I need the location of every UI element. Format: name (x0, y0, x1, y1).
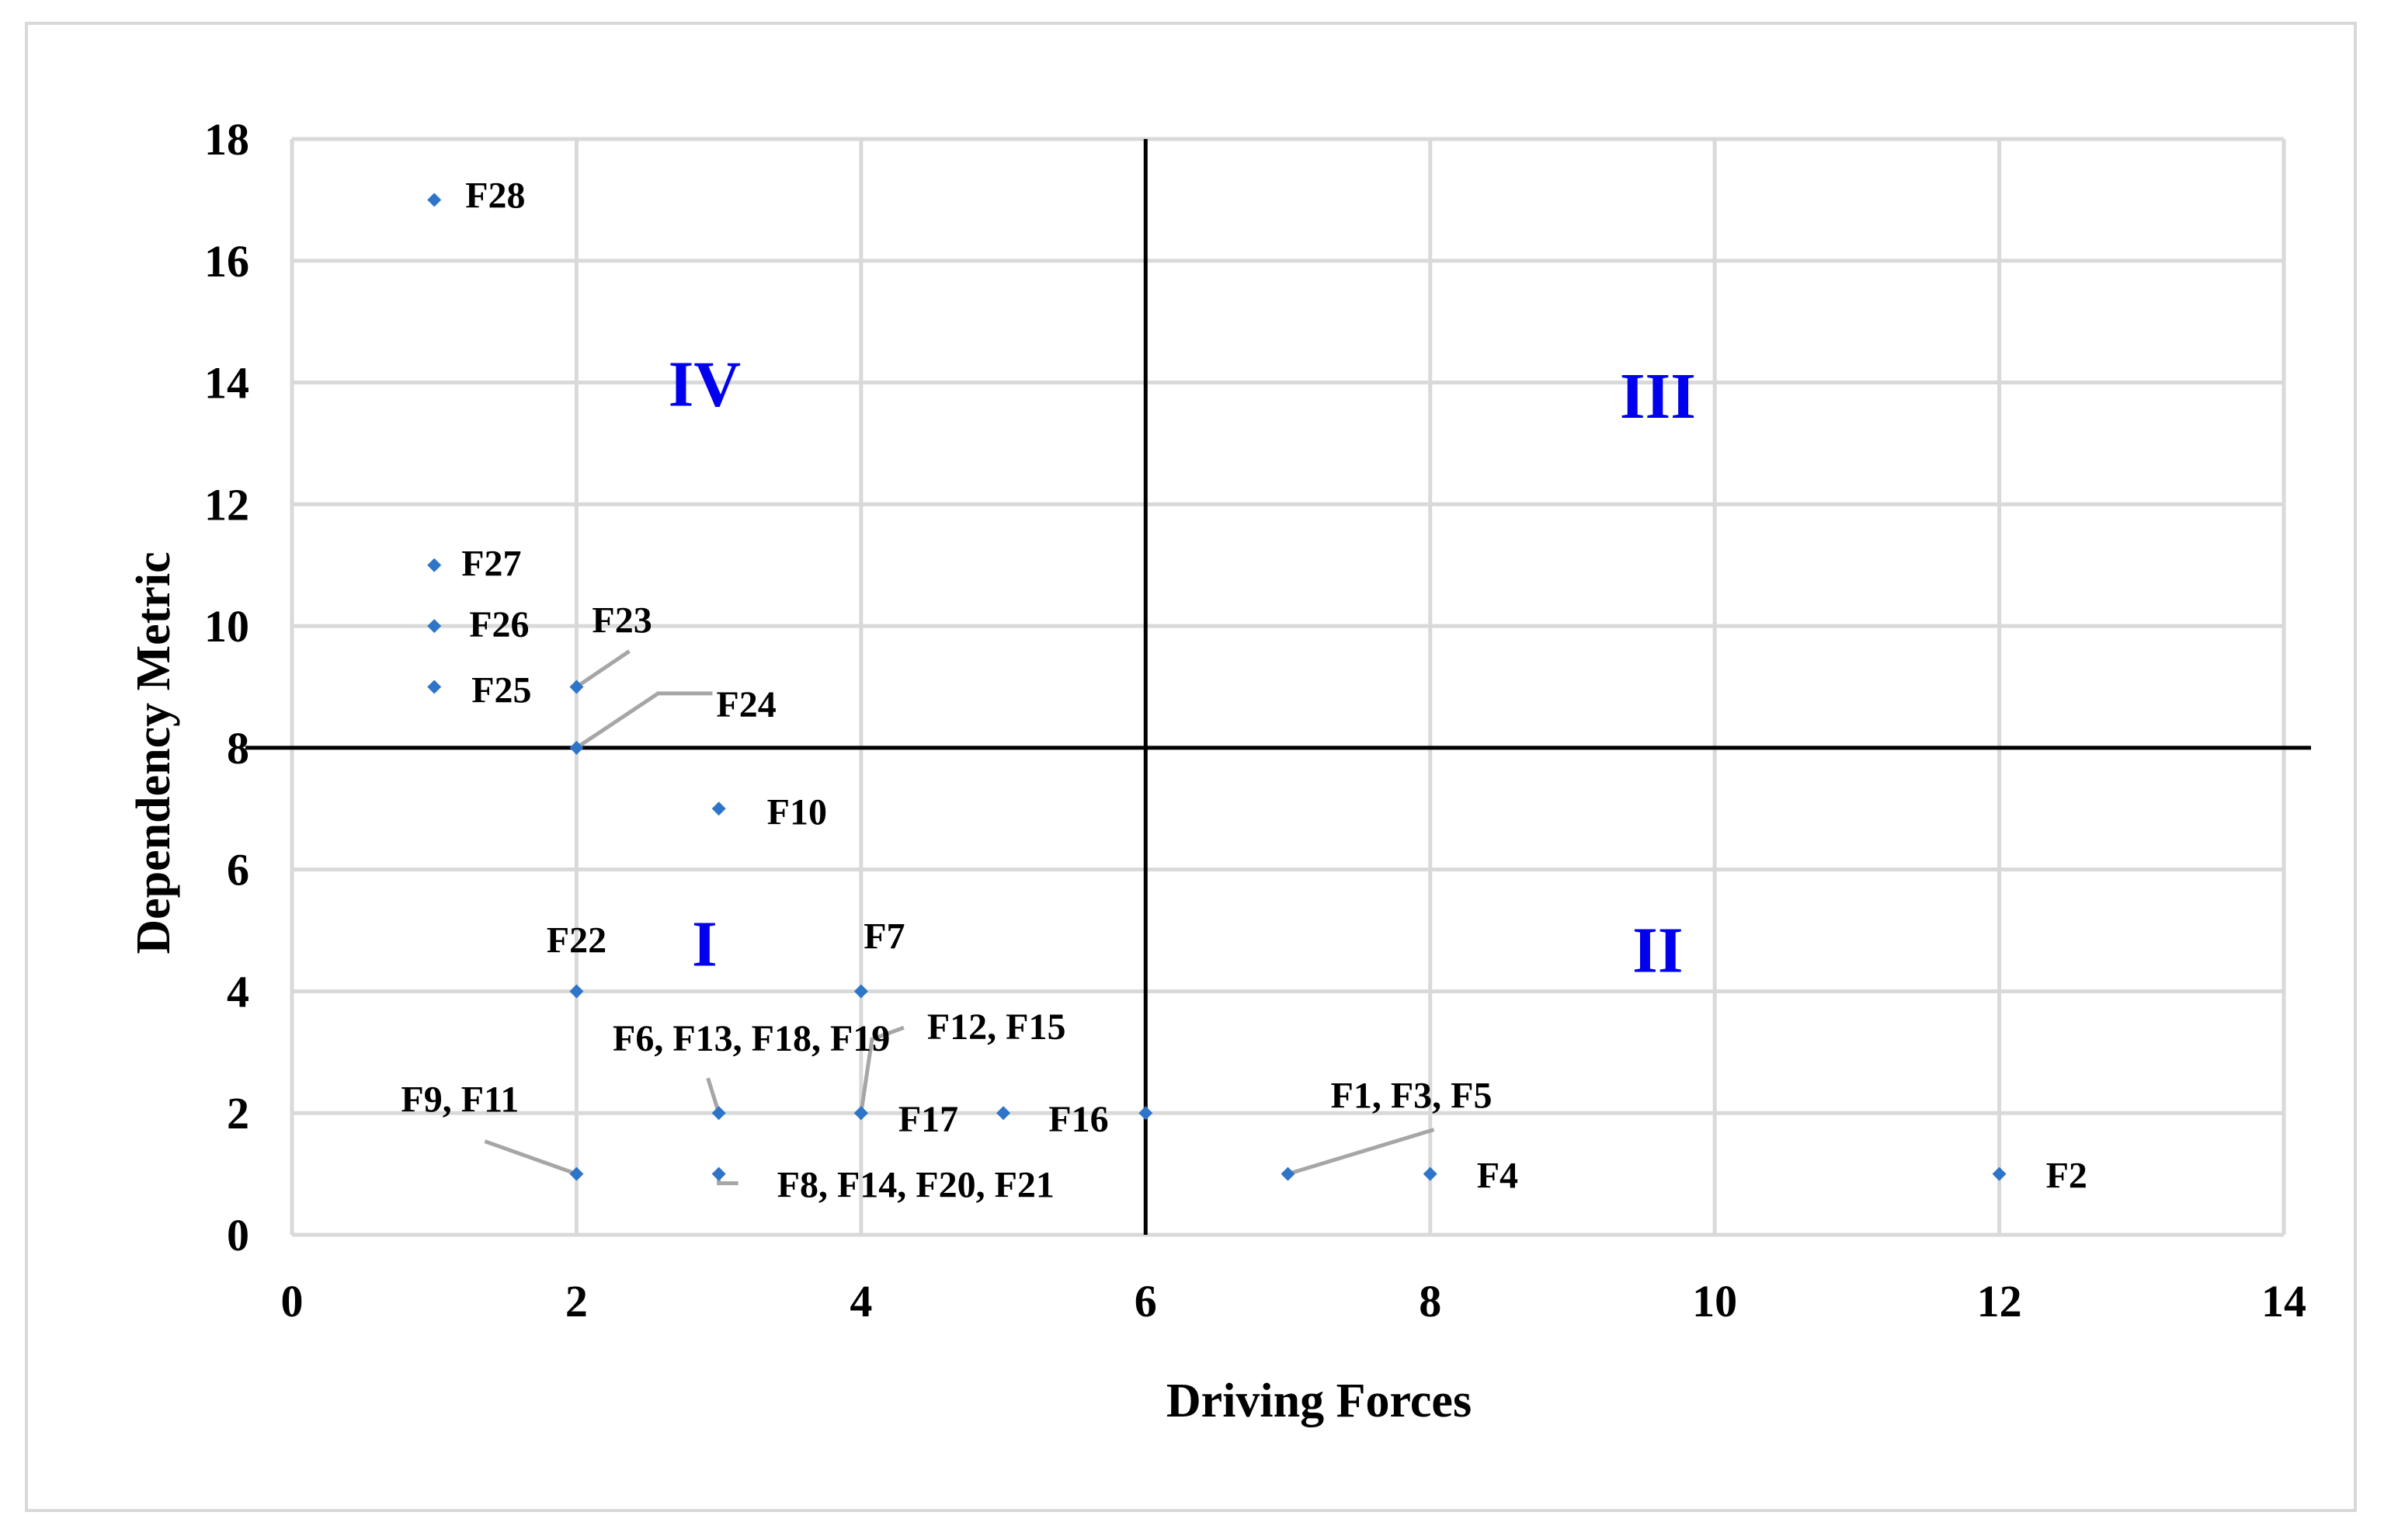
quadrant-label: I (692, 909, 718, 981)
x-tick-label: 12 (1977, 1276, 2022, 1326)
leader-lines (484, 649, 1435, 1186)
y-tick-label: 18 (204, 114, 249, 165)
data-point (1423, 1166, 1437, 1181)
point-label: F16 (1048, 1099, 1108, 1140)
y-tick-label: 14 (204, 358, 249, 408)
x-tick-label: 6 (1135, 1276, 1157, 1326)
leader-line (575, 649, 631, 689)
point-label: F22 (547, 919, 606, 961)
quadrant-label: III (1620, 360, 1696, 433)
data-point (1281, 1166, 1295, 1181)
point-label: F7 (864, 916, 905, 957)
y-tick-label: 6 (227, 845, 249, 895)
data-point (427, 619, 442, 634)
quadrant-label: IV (669, 349, 741, 421)
data-point (853, 1106, 868, 1121)
point-label: F8, F14, F20, F21 (777, 1165, 1055, 1206)
point-label: F27 (461, 544, 521, 585)
quadrant-label: II (1632, 915, 1683, 987)
y-tick-label: 16 (204, 236, 249, 287)
point-label: F10 (767, 791, 827, 833)
data-point (996, 1106, 1011, 1121)
point-label: F4 (1477, 1156, 1518, 1197)
grid (290, 137, 2286, 1237)
leader-line (575, 691, 713, 749)
point-label: F26 (469, 604, 529, 645)
data-points (427, 193, 2007, 1181)
y-tick-label: 2 (227, 1088, 249, 1138)
point-label: F23 (592, 600, 652, 641)
point-label: F24 (716, 684, 776, 725)
data-point (711, 1166, 726, 1181)
data-point (569, 1166, 584, 1181)
quadrant-dividers (245, 139, 2311, 1235)
leader-line (1287, 1128, 1435, 1177)
y-axis-title: Dependency Metric (127, 551, 180, 954)
data-point (427, 193, 442, 207)
chart-frame: 0 2 4 6 8 10 12 14 0 2 4 6 8 10 12 14 16 18 F28 F27 F26 F25 F… (25, 22, 2357, 1512)
x-axis-title: Driving Forces (1166, 1375, 1472, 1427)
point-label: F12, F15 (927, 1006, 1066, 1048)
data-point (1992, 1166, 2007, 1181)
point-label: F9, F11 (401, 1079, 519, 1121)
x-tick-label: 4 (850, 1276, 872, 1326)
data-point (1138, 1106, 1153, 1121)
data-point (711, 801, 726, 816)
data-point (569, 740, 584, 755)
x-tick-label: 8 (1419, 1276, 1441, 1326)
data-point (569, 680, 584, 694)
point-label: F25 (471, 670, 531, 711)
leader-line (706, 1077, 721, 1114)
leader-line (484, 1139, 578, 1176)
data-point (427, 558, 442, 572)
x-tick-label: 14 (2261, 1276, 2306, 1326)
data-point (853, 984, 868, 999)
point-labels: F28 F27 F26 F25 F23 F24 F10 F22 F7 F12, F15 F6, F1… (401, 175, 2087, 1205)
y-tick-label: 0 (227, 1210, 249, 1260)
data-point (569, 984, 584, 999)
x-tick-label: 0 (281, 1276, 304, 1326)
y-tick-label: 12 (204, 479, 249, 530)
point-label: F6, F13, F18, F19 (613, 1018, 890, 1059)
x-tick-label: 10 (1692, 1276, 1737, 1326)
data-point (711, 1106, 726, 1121)
y-tick-label: 10 (204, 601, 249, 652)
point-label: F2 (2046, 1156, 2087, 1197)
point-label: F28 (465, 175, 525, 216)
x-tick-label: 2 (565, 1276, 588, 1326)
point-label: F1, F3, F5 (1331, 1076, 1493, 1117)
data-point (427, 680, 442, 694)
point-label: F17 (898, 1099, 958, 1140)
y-tick-label: 4 (227, 966, 249, 1017)
leader-line (859, 1025, 905, 1114)
